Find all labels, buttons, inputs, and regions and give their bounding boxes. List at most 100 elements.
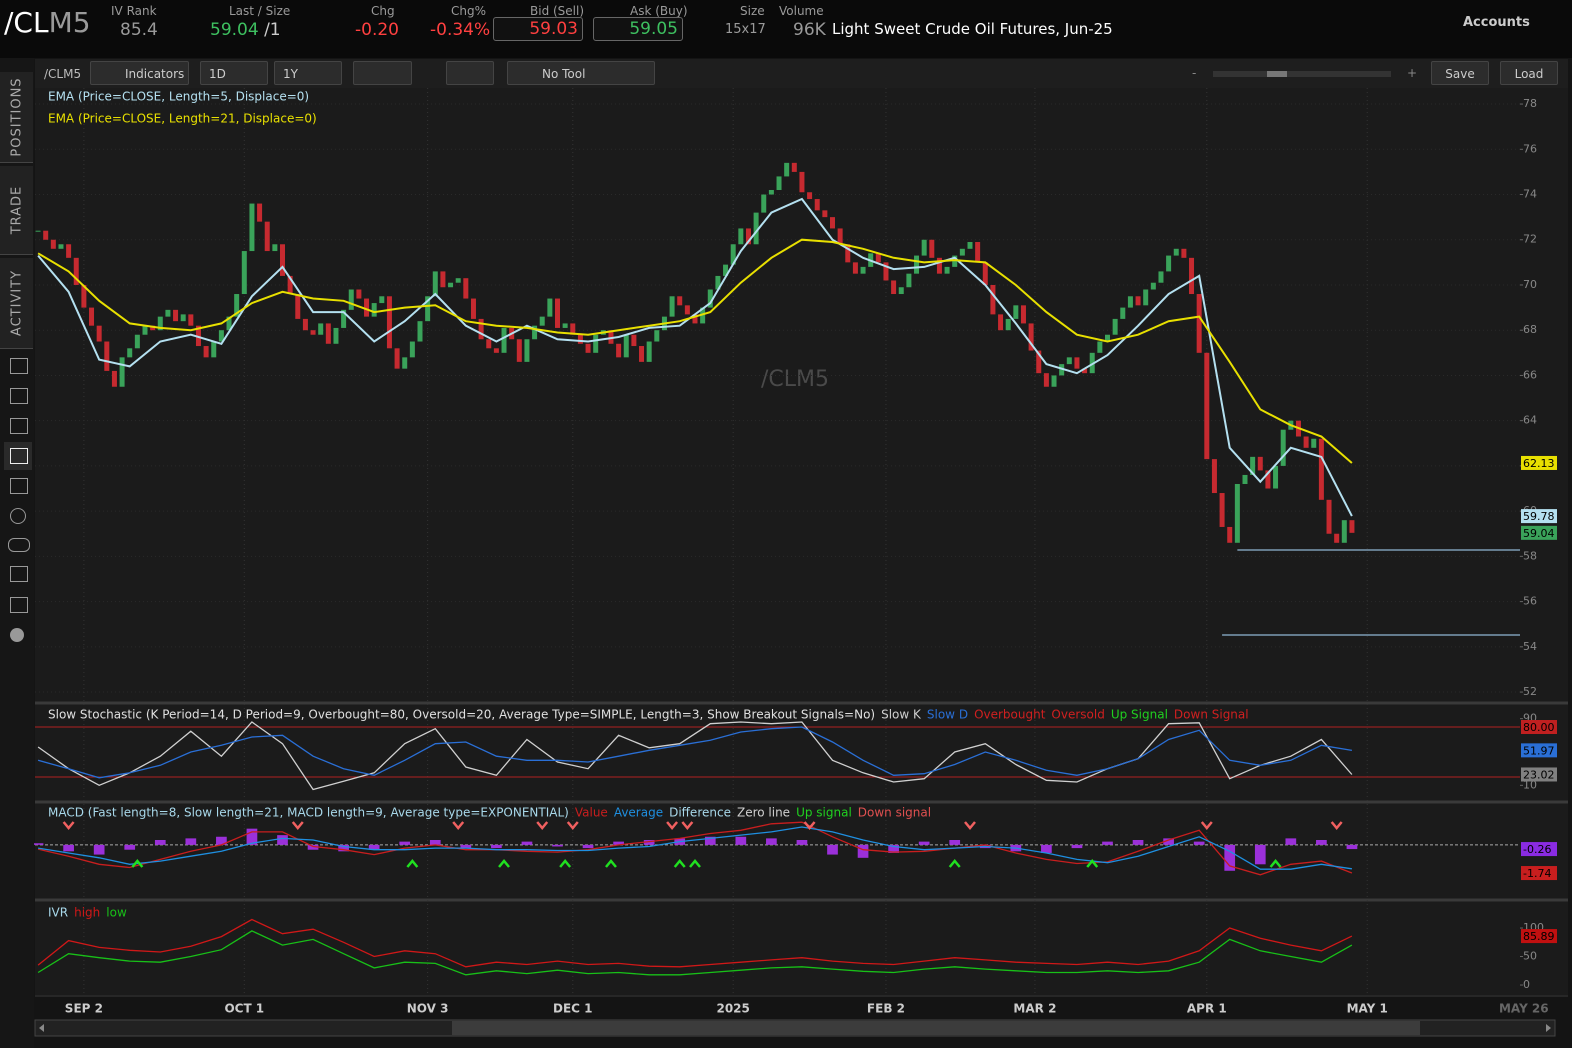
histogram-bar: [1163, 838, 1174, 845]
histogram-bar: [460, 844, 472, 849]
drawing-select[interactable]: [446, 61, 494, 85]
side-tab[interactable]: TRADE: [0, 166, 33, 255]
candle: [43, 230, 49, 240]
candle: [585, 343, 591, 353]
candle: [302, 318, 308, 331]
icon[interactable]: [10, 358, 28, 374]
up-signal: [948, 859, 961, 868]
candle: [952, 255, 958, 267]
candle: [142, 325, 148, 335]
candle: [646, 341, 652, 362]
legend-label: Difference: [669, 806, 731, 820]
candle: [753, 212, 759, 245]
legend-label: Up signal: [796, 806, 852, 820]
candle: [1204, 352, 1210, 460]
series-line: [37, 197, 1353, 517]
interval-select[interactable]: 1D: [200, 61, 268, 85]
price-marker: [1521, 720, 1557, 734]
candle: [852, 262, 858, 274]
candle: [264, 221, 270, 252]
zoom-slider[interactable]: [1213, 71, 1391, 77]
icon[interactable]: [10, 478, 28, 494]
candle: [669, 296, 675, 317]
histogram-bar: [857, 844, 869, 858]
icon[interactable]: [10, 628, 24, 642]
indicators-button[interactable]: Indicators: [90, 61, 189, 85]
candle: [921, 239, 927, 256]
side-tab[interactable]: ACTIVITY: [0, 258, 33, 349]
candle: [1066, 357, 1072, 365]
icon[interactable]: [10, 508, 26, 524]
range-select[interactable]: 1Y: [274, 61, 342, 85]
down-signal: [1200, 821, 1213, 830]
x-tick-label: NOV 3: [407, 1002, 449, 1016]
candle: [1349, 520, 1355, 533]
candle: [1112, 318, 1118, 335]
zoom-in[interactable]: +: [1407, 66, 1418, 80]
icon[interactable]: [10, 566, 28, 582]
candle: [1189, 257, 1195, 295]
histogram-bar: [1346, 844, 1358, 850]
price-marker-label: 59.04: [1523, 527, 1555, 540]
price-marker: [1521, 929, 1557, 944]
save-button[interactable]: Save: [1431, 61, 1489, 85]
series-line: [37, 726, 1353, 779]
tool-select[interactable]: No Tool: [507, 61, 655, 85]
legend-label: Value: [575, 806, 608, 820]
candle: [96, 325, 102, 342]
symbol-root: /CL: [4, 6, 49, 39]
down-signal: [62, 821, 75, 830]
candle: [1280, 429, 1286, 466]
candle: [936, 257, 942, 274]
candle: [157, 316, 163, 331]
candle: [1005, 318, 1011, 331]
icon[interactable]: [10, 597, 28, 613]
candle: [73, 257, 79, 285]
candle: [623, 334, 629, 358]
zoom-thumb[interactable]: [1267, 71, 1287, 77]
icon[interactable]: [10, 388, 28, 404]
candle: [1234, 483, 1240, 543]
candle: [761, 194, 767, 213]
candle: [883, 262, 889, 281]
x-tick-label: APR 1: [1187, 1002, 1227, 1016]
chart-style-select[interactable]: [353, 61, 412, 85]
candle: [975, 242, 981, 263]
x-tick-label: MAR 2: [1013, 1002, 1056, 1016]
candle: [402, 357, 408, 369]
histogram-bar: [1316, 839, 1327, 845]
candle: [1173, 248, 1179, 256]
load-button[interactable]: Load: [1500, 61, 1558, 85]
price-marker: [1521, 455, 1557, 470]
accounts[interactable]: Accounts: [1463, 15, 1530, 30]
side-tab[interactable]: POSITIONS: [0, 72, 33, 163]
icon[interactable]: [8, 538, 30, 552]
histogram-bar: [1254, 844, 1266, 865]
up-signal: [498, 859, 510, 868]
candle: [692, 314, 698, 324]
candle: [1082, 368, 1088, 374]
candle: [1074, 357, 1080, 369]
icon[interactable]: [10, 418, 28, 434]
candle: [1227, 526, 1233, 543]
candle: [1326, 499, 1332, 534]
scroll-right[interactable]: [1546, 1024, 1551, 1032]
candle: [89, 307, 95, 326]
chg-pct: -0.34%: [430, 20, 491, 40]
bid-box[interactable]: 59.03: [493, 17, 583, 41]
histogram-bar: [704, 836, 716, 845]
scrollbar-thumb[interactable]: [452, 1021, 1420, 1035]
candle: [807, 192, 813, 200]
size: 15x17: [725, 22, 766, 37]
icon-active[interactable]: [4, 442, 32, 470]
candle: [81, 284, 87, 308]
candle: [555, 298, 560, 328]
histogram-bar: [216, 836, 227, 845]
zoom-out[interactable]: -: [1192, 66, 1197, 80]
histogram-bar: [307, 844, 319, 850]
scroll-left[interactable]: [39, 1024, 44, 1032]
candle: [745, 228, 751, 245]
ask-box[interactable]: 59.05: [593, 17, 683, 41]
histogram-bar: [1102, 841, 1113, 845]
candle: [310, 330, 316, 335]
